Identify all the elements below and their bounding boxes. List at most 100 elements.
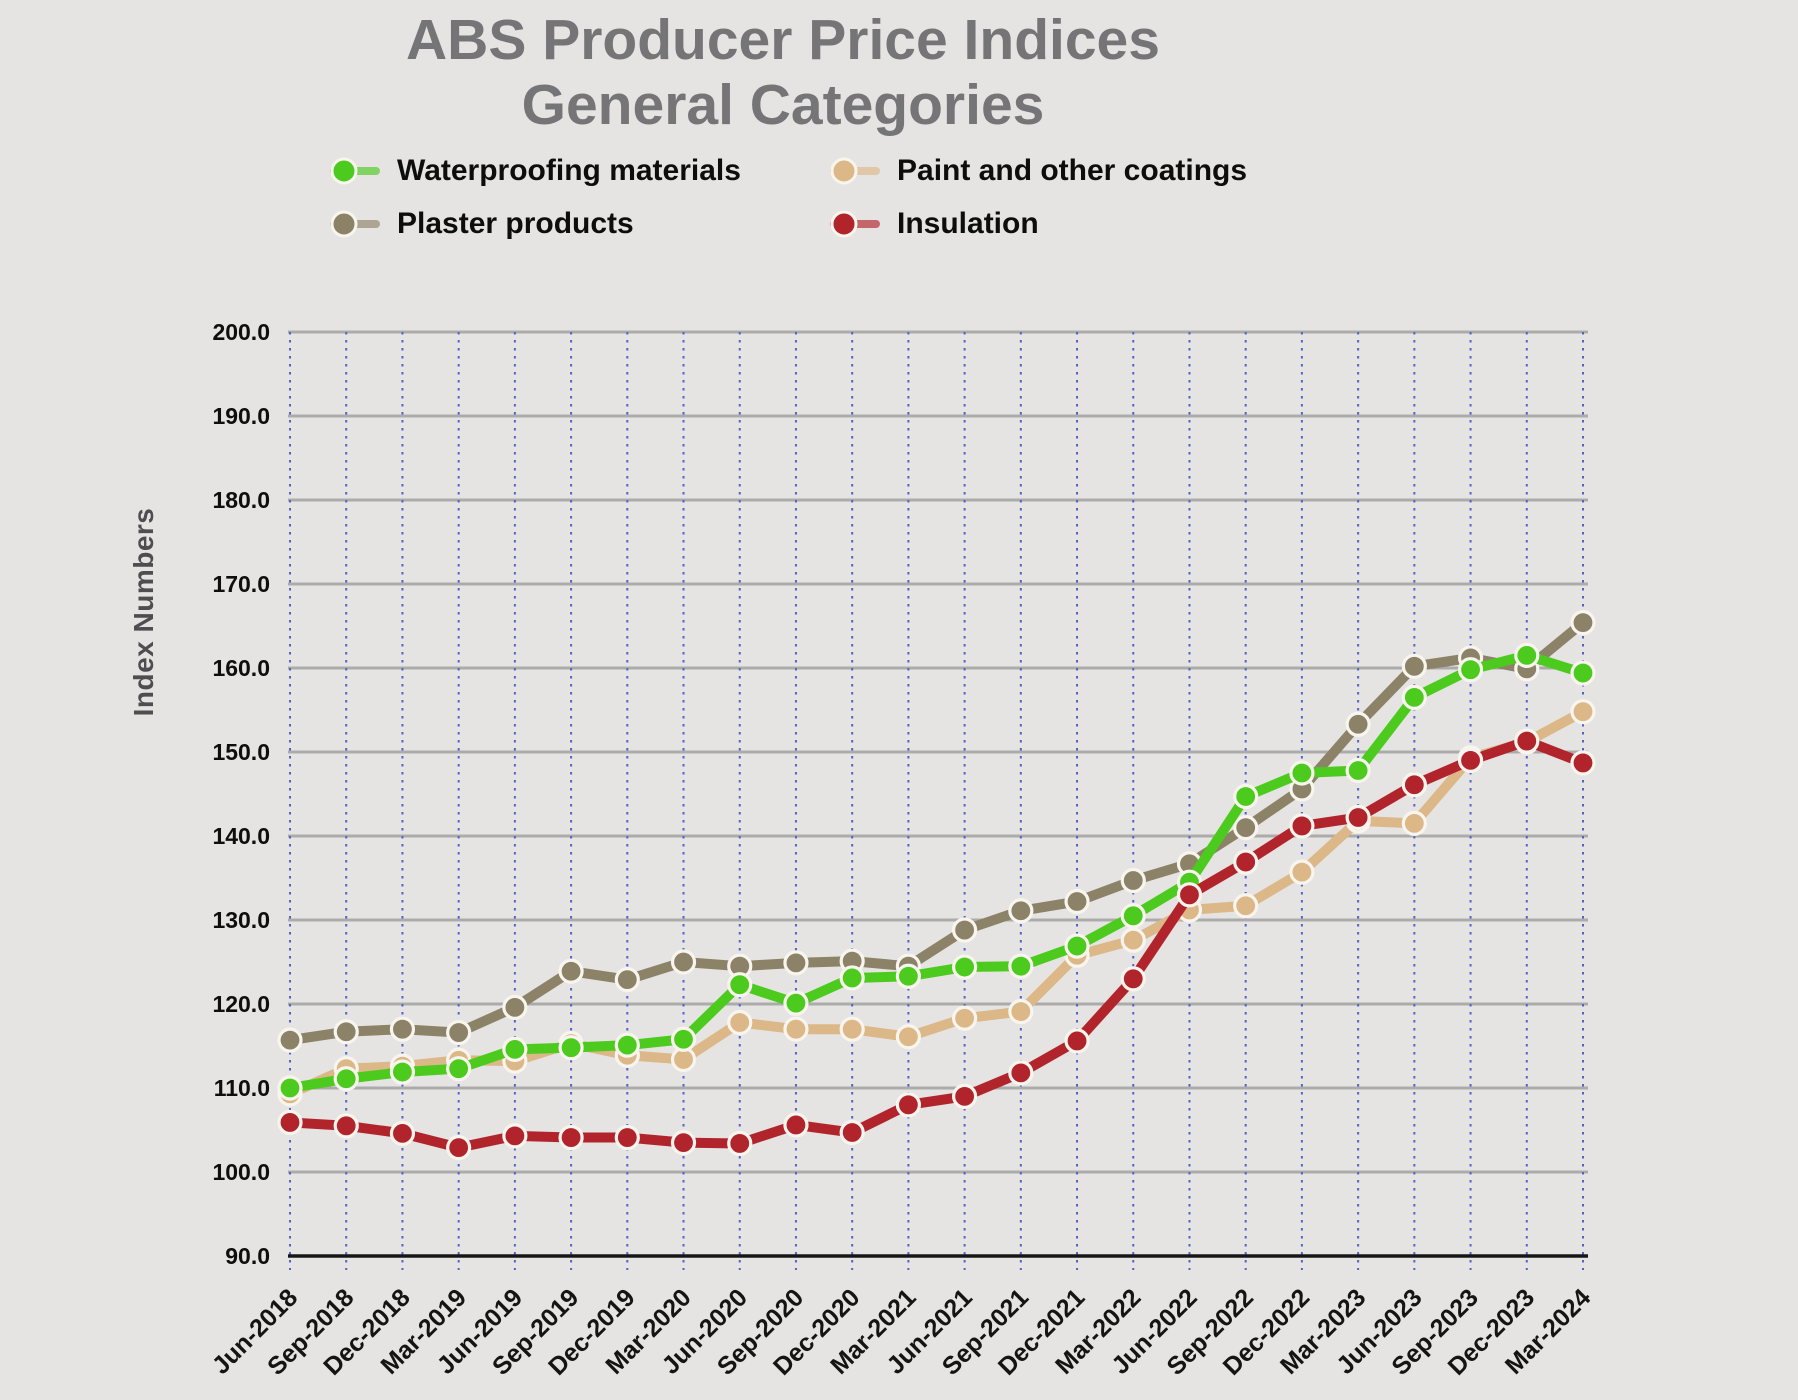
y-tick-label: 200.0 [212, 319, 270, 345]
data-point [1289, 859, 1315, 885]
legend-marker-icon [330, 210, 380, 238]
data-point [670, 1129, 697, 1156]
data-point [446, 1056, 472, 1082]
legend-item-insulation: Insulation [828, 201, 1039, 247]
data-point [1064, 1028, 1090, 1054]
data-point [558, 1035, 584, 1061]
data-point [333, 1113, 359, 1139]
y-tick-label: 170.0 [212, 571, 270, 597]
data-point [502, 994, 528, 1020]
data-point [389, 1059, 416, 1085]
y-tick-label: 100.0 [212, 1159, 270, 1185]
data-point [1570, 610, 1596, 636]
data-point [1120, 903, 1146, 929]
data-point [1401, 653, 1427, 679]
y-tick-label: 90.0 [225, 1243, 270, 1269]
data-point [727, 972, 753, 998]
data-point [1233, 893, 1259, 919]
data-point [839, 965, 865, 991]
data-point [839, 1119, 865, 1146]
chart-title-line2: General Categories [521, 73, 1045, 137]
data-point [670, 949, 697, 975]
data-point [502, 1036, 528, 1062]
series-line-plaster-products [285, 617, 1588, 1046]
legend-item-waterproofing-materials: Waterproofing materials [328, 148, 741, 194]
y-tick-label: 150.0 [212, 739, 270, 765]
data-point [1570, 699, 1596, 725]
data-point [1064, 933, 1090, 959]
data-point [614, 1124, 640, 1151]
data-point [1233, 783, 1259, 810]
data-point [783, 1112, 809, 1138]
y-tick-label: 190.0 [212, 403, 270, 429]
data-point [1233, 849, 1259, 875]
data-point [333, 1066, 359, 1092]
data-point [277, 1075, 303, 1101]
y-tick-label: 140.0 [212, 823, 270, 849]
data-point [1345, 757, 1371, 784]
data-point [1514, 642, 1540, 669]
data-point [333, 1019, 359, 1045]
data-point [1289, 760, 1315, 786]
data-point [1345, 804, 1371, 831]
data-point [1514, 728, 1540, 754]
legend-label: Paint and other coatings [897, 154, 1248, 187]
data-point [783, 950, 809, 976]
data-point [1008, 898, 1034, 924]
data-point [1120, 966, 1146, 992]
data-point [1233, 814, 1259, 841]
data-point [277, 1027, 303, 1053]
data-point [1176, 882, 1203, 908]
data-point [727, 1009, 753, 1036]
data-point [952, 954, 978, 980]
series-line-paint-and-other-coatings [285, 706, 1588, 1099]
data-point [1008, 998, 1034, 1025]
data-point [952, 1005, 978, 1031]
y-tick-label: 110.0 [214, 1075, 270, 1101]
data-point [1064, 888, 1090, 915]
data-point [895, 1024, 921, 1050]
y-tick-label: 130.0 [212, 907, 270, 933]
y-tick-label: 180.0 [212, 487, 270, 513]
legend-marker-icon [330, 157, 380, 185]
legend-label: Plaster products [397, 207, 634, 240]
data-point [952, 917, 978, 943]
data-point [558, 1124, 584, 1151]
data-point [839, 1016, 865, 1042]
chart-title: ABS Producer Price Indices General Categ… [0, 8, 1566, 138]
data-point [1345, 711, 1371, 737]
data-point [1570, 750, 1596, 776]
data-point [783, 1016, 809, 1042]
data-point [1008, 953, 1034, 979]
data-point [446, 1019, 472, 1046]
data-point [558, 958, 584, 984]
legend-label: Waterproofing materials [397, 154, 741, 187]
data-point [502, 1123, 528, 1149]
data-point [389, 1016, 416, 1042]
data-point [952, 1083, 978, 1110]
legend-item-paint-and-other-coatings: Paint and other coatings [828, 148, 1247, 194]
data-point [895, 1092, 921, 1118]
data-point [1120, 867, 1146, 894]
y-tick-label: 160.0 [212, 655, 270, 681]
legend-marker-icon [830, 210, 880, 238]
data-point [783, 990, 809, 1016]
data-point [446, 1135, 472, 1161]
data-point [277, 1109, 303, 1136]
data-point [1457, 747, 1484, 774]
data-point [389, 1120, 416, 1146]
data-point [895, 963, 921, 989]
data-point [1570, 660, 1596, 686]
data-point [1401, 772, 1427, 798]
data-point [1120, 927, 1146, 953]
data-point [1289, 813, 1315, 839]
legend-label: Insulation [897, 207, 1039, 240]
legend-marker-icon [830, 157, 880, 185]
y-tick-label: 120.0 [212, 991, 270, 1017]
data-point [670, 1026, 697, 1052]
chart-title-line1: ABS Producer Price Indices [406, 8, 1160, 72]
data-point [614, 967, 640, 993]
data-point [614, 1032, 640, 1058]
